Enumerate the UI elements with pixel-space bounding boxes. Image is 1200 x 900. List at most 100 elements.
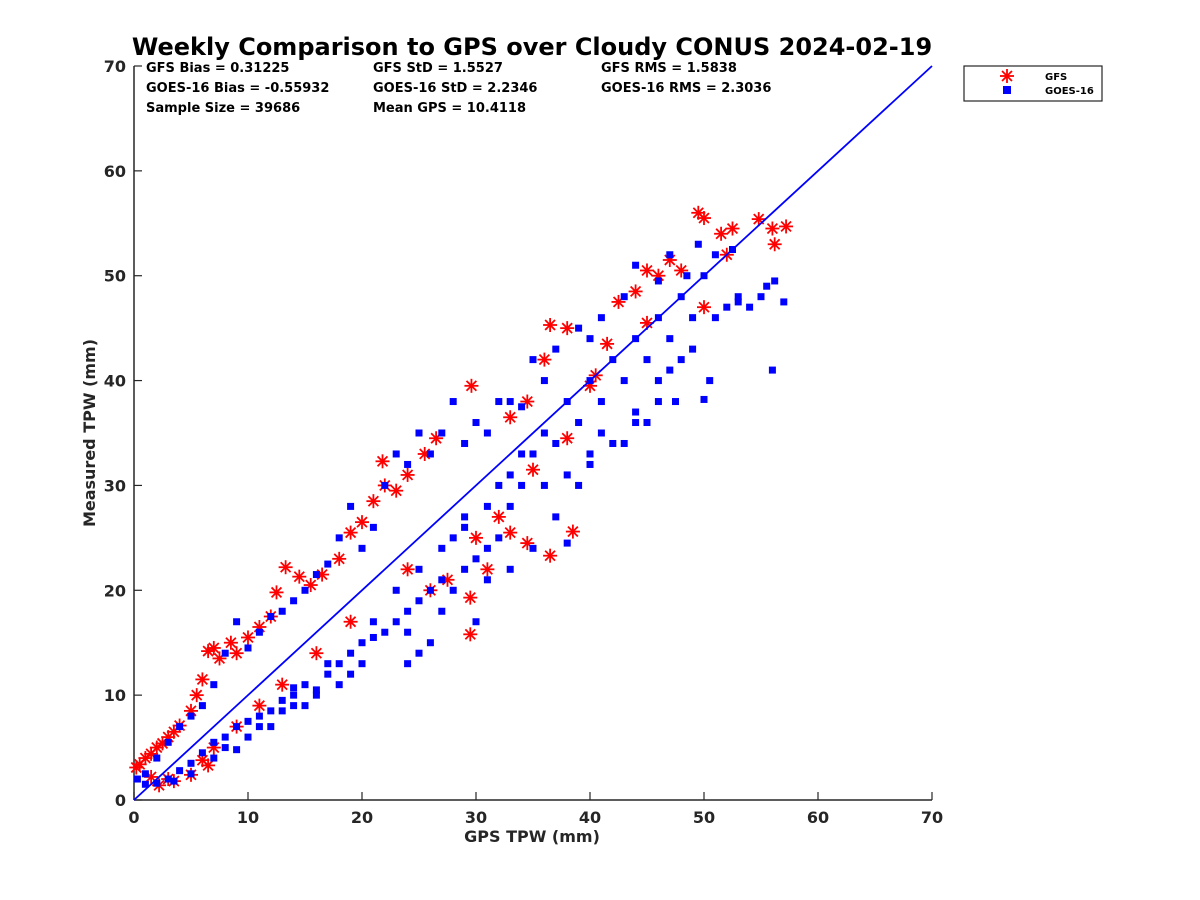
- goes16-point: [666, 251, 674, 259]
- goes16-point: [426, 639, 434, 647]
- goes16-point: [620, 293, 628, 301]
- goes16-point: [563, 471, 571, 479]
- goes16-point: [210, 754, 218, 762]
- gfs-point: [765, 221, 780, 236]
- reference-line: [133, 65, 933, 801]
- goes16-point: [620, 439, 628, 447]
- goes16-point: [472, 555, 480, 563]
- goes16-point: [506, 398, 514, 406]
- stat-text: GOES-16 Bias = -0.55932: [146, 81, 329, 96]
- chart-title: Weekly Comparison to GPS over Cloudy CON…: [132, 33, 932, 61]
- gfs-point: [343, 525, 358, 540]
- gfs-point: [309, 646, 324, 661]
- goes16-point: [438, 544, 446, 552]
- goes16-point: [210, 738, 218, 746]
- gfs-point: [697, 211, 711, 226]
- goes16-point: [711, 251, 719, 259]
- goes16-point: [540, 481, 548, 489]
- goes16-point: [290, 702, 298, 710]
- goes16-point: [563, 539, 571, 547]
- goes16-point: [133, 775, 141, 783]
- goes16-point: [392, 450, 400, 458]
- goes16-point: [290, 597, 298, 605]
- goes16-point: [278, 607, 286, 615]
- goes16-point: [404, 607, 412, 615]
- stat-text: GFS StD = 1.5527: [373, 61, 503, 76]
- goes16-point: [244, 717, 252, 725]
- gfs-point: [640, 263, 654, 278]
- goes16-point: [221, 744, 229, 752]
- goes16-point: [255, 628, 263, 636]
- goes16-point: [586, 450, 594, 458]
- y-tick-label: 20: [104, 581, 126, 600]
- gfs-point: [537, 352, 552, 367]
- goes16-point: [575, 419, 583, 427]
- goes16-point: [771, 277, 779, 285]
- goes16-point: [529, 356, 537, 364]
- gfs-point: [223, 635, 238, 650]
- goes16-point: [415, 429, 423, 437]
- goes16-point: [415, 565, 423, 573]
- goes16-point: [666, 366, 674, 374]
- goes16-point: [347, 502, 355, 510]
- goes16-point: [369, 523, 377, 531]
- goes16-point: [221, 733, 229, 741]
- x-tick-label: 20: [351, 808, 373, 827]
- goes16-point: [586, 335, 594, 343]
- goes16-point: [620, 377, 628, 385]
- goes16-point: [506, 565, 514, 573]
- x-tick-label: 10: [237, 808, 259, 827]
- gfs-point: [560, 321, 575, 336]
- goes16-point: [404, 628, 412, 636]
- goes16-point: [449, 398, 457, 406]
- goes16-point: [347, 670, 355, 678]
- plot-area: 0 10 20 30 40 50 60 70 0 10 20 30 40 50 60 70: [104, 57, 943, 827]
- goes16-point: [404, 460, 412, 468]
- goes16-point: [495, 534, 503, 542]
- goes16-point: [763, 282, 771, 290]
- goes16-point: [415, 597, 423, 605]
- goes16-point: [461, 523, 469, 531]
- legend-label: GOES-16: [1045, 86, 1094, 97]
- x-tick-label: 40: [579, 808, 601, 827]
- goes16-point: [483, 429, 491, 437]
- goes16-point: [654, 377, 662, 385]
- goes16-point: [233, 746, 241, 754]
- y-tick-label: 60: [104, 162, 126, 181]
- stat-text: GFS Bias = 0.31225: [146, 61, 289, 76]
- goes16-point: [426, 450, 434, 458]
- goes16-point: [449, 534, 457, 542]
- goes16-point: [141, 770, 149, 778]
- gfs-point: [469, 530, 483, 545]
- goes16-point: [461, 565, 469, 573]
- goes16-point: [540, 429, 548, 437]
- gfs-point: [241, 630, 255, 645]
- goes16-point: [597, 398, 605, 406]
- goes16-point: [141, 780, 149, 788]
- goes16-point: [176, 767, 184, 775]
- gfs-point: [543, 317, 558, 332]
- goes16-point: [694, 240, 702, 248]
- gfs-point: [491, 509, 506, 524]
- goes16-point: [506, 471, 514, 479]
- goes16-point: [552, 345, 560, 353]
- gfs-point: [229, 646, 244, 661]
- goes16-point: [404, 660, 412, 668]
- goes16-point: [244, 733, 252, 741]
- goes16-point: [233, 723, 241, 731]
- goes16-point: [335, 681, 343, 689]
- gfs-point: [600, 336, 615, 351]
- gfs-point: [389, 483, 404, 498]
- goes16-point: [529, 450, 537, 458]
- gfs-point: [355, 515, 369, 530]
- y-axis-label: Measured TPW (mm): [80, 339, 99, 527]
- goes16-point: [221, 649, 229, 657]
- stats-block: GFS Bias = 0.31225 GFS StD = 1.5527 GFS RM…: [146, 61, 771, 116]
- goes16-point: [198, 749, 206, 757]
- series-goes-16: [133, 240, 788, 788]
- goes16-point: [301, 702, 309, 710]
- goes16-point: [335, 660, 343, 668]
- goes16-point: [335, 534, 343, 542]
- goes16-point: [706, 377, 714, 385]
- legend: GFS GOES-16: [963, 65, 1103, 102]
